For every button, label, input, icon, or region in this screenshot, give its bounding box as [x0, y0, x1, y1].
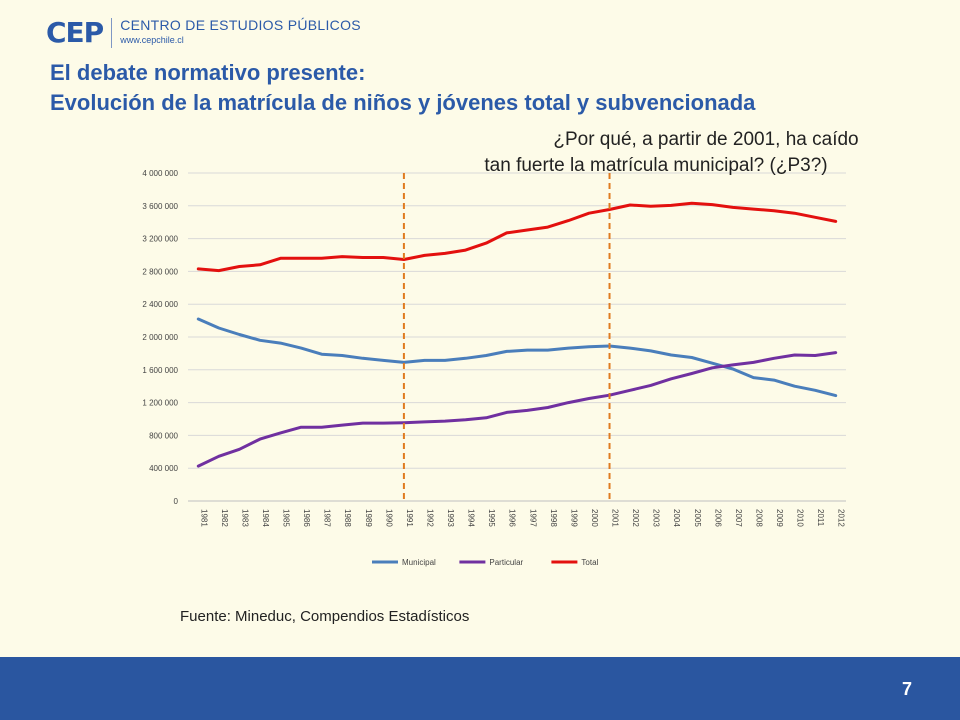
y-tick-label: 400 000 — [149, 464, 178, 473]
x-tick-label: 2003 — [652, 509, 661, 527]
x-tick-label: 1984 — [261, 509, 270, 527]
x-tick-label: 1985 — [282, 509, 291, 527]
x-tick-label: 1993 — [446, 509, 455, 527]
x-tick-label: 1997 — [528, 509, 537, 527]
x-tick-label: 1991 — [405, 509, 414, 527]
x-tick-label: 1982 — [220, 509, 229, 527]
x-tick-label: 1987 — [323, 509, 332, 527]
series-line-total — [196, 201, 838, 273]
y-tick-label: 2 800 000 — [142, 267, 178, 276]
x-tick-label: 2000 — [590, 509, 599, 527]
series-line-particular — [196, 351, 838, 468]
x-tick-label: 2001 — [611, 509, 620, 527]
x-tick-label: 1981 — [199, 509, 208, 527]
series-line-municipal — [196, 317, 838, 398]
x-tick-label: 2005 — [693, 509, 702, 527]
x-tick-label: 1992 — [425, 509, 434, 527]
question-line-1: ¿Por qué, a partir de 2001, ha caído — [553, 129, 859, 150]
y-tick-label: 0 — [174, 497, 179, 506]
logo-mark: CEP — [46, 16, 104, 49]
question-line-2: tan fuerte la matrícula municipal? (¿P3?… — [484, 155, 828, 176]
legend-label: Total — [581, 558, 598, 567]
cep-logo: CEP CENTRO DE ESTUDIOS PÚBLICOS www.cepc… — [46, 16, 361, 50]
x-tick-label: 2002 — [631, 509, 640, 527]
logo-name: CENTRO DE ESTUDIOS PÚBLICOS — [120, 17, 361, 33]
y-tick-label: 3 200 000 — [142, 235, 178, 244]
y-tick-label: 2 000 000 — [142, 333, 178, 342]
slide-title: El debate normativo presente: Evolución … — [50, 58, 755, 118]
title-line-2: Evolución de la matrícula de niños y jóv… — [50, 90, 756, 115]
source-note: Fuente: Mineduc, Compendios Estadísticos — [180, 608, 470, 625]
x-tick-label: 1983 — [240, 509, 249, 527]
x-tick-label: 2008 — [754, 509, 763, 527]
x-tick-label: 1999 — [569, 509, 578, 527]
x-tick-label: 1994 — [467, 509, 476, 527]
logo-divider — [111, 18, 113, 48]
page-number: 7 — [901, 679, 912, 699]
x-tick-label: 2004 — [672, 509, 681, 527]
title-line-1: El debate normativo presente: — [50, 60, 366, 85]
y-tick-label: 800 000 — [149, 431, 178, 440]
question-callout: ¿Por qué, a partir de 2001, ha caído tan… — [376, 127, 936, 179]
x-tick-label: 2009 — [775, 509, 784, 527]
footer-bar: 7 — [0, 657, 960, 720]
x-tick-label: 2011 — [816, 509, 825, 527]
enrollment-line-chart: 0 400 000 800 000 1 200 000 1 600 000 2 000 0… — [142, 169, 846, 567]
y-tick-label: 4 000 000 — [142, 169, 178, 178]
y-tick-label: 2 400 000 — [142, 300, 178, 309]
y-tick-label: 1 600 000 — [142, 366, 178, 375]
x-tick-label: 1996 — [508, 509, 517, 527]
x-tick-label: 2010 — [796, 509, 805, 527]
legend-label: Municipal — [402, 558, 436, 567]
x-tick-label: 2007 — [734, 509, 743, 527]
x-tick-label: 1990 — [384, 509, 393, 527]
x-tick-label: 1988 — [343, 509, 352, 527]
x-tick-label: 1989 — [364, 509, 373, 527]
x-tick-label: 2012 — [837, 509, 846, 527]
x-tick-label: 2006 — [713, 509, 722, 527]
y-tick-label: 3 600 000 — [142, 202, 178, 211]
x-tick-label: 1995 — [487, 509, 496, 527]
x-tick-label: 1986 — [302, 509, 311, 527]
logo-url: www.cepchile.cl — [120, 35, 184, 45]
logo-text: CENTRO DE ESTUDIOS PÚBLICOS www.cepchile… — [120, 16, 361, 46]
y-tick-label: 1 200 000 — [142, 399, 178, 408]
x-tick-label: 1998 — [549, 509, 558, 527]
legend-label: Particular — [489, 558, 523, 567]
